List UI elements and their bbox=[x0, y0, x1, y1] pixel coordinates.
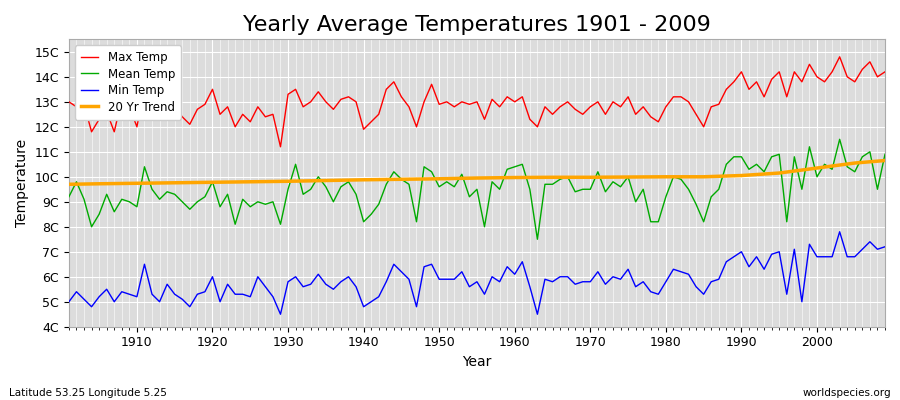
Title: Yearly Average Temperatures 1901 - 2009: Yearly Average Temperatures 1901 - 2009 bbox=[243, 15, 711, 35]
20 Yr Trend bbox=[879, 158, 890, 163]
Min Temp bbox=[64, 299, 75, 304]
20 Yr Trend bbox=[358, 177, 369, 182]
20 Yr Trend bbox=[94, 181, 104, 186]
20 Yr Trend bbox=[623, 175, 634, 180]
Legend: Max Temp, Mean Temp, Min Temp, 20 Yr Trend: Max Temp, Mean Temp, Min Temp, 20 Yr Tre… bbox=[75, 45, 181, 120]
Mean Temp bbox=[509, 164, 520, 169]
Min Temp bbox=[879, 244, 890, 249]
Max Temp bbox=[298, 104, 309, 109]
Mean Temp bbox=[532, 237, 543, 242]
Mean Temp bbox=[608, 179, 618, 184]
Max Temp bbox=[124, 104, 135, 109]
Line: Max Temp: Max Temp bbox=[69, 57, 885, 147]
20 Yr Trend bbox=[661, 174, 671, 179]
20 Yr Trend bbox=[812, 166, 823, 170]
Min Temp bbox=[124, 292, 135, 297]
20 Yr Trend bbox=[472, 176, 482, 180]
Mean Temp bbox=[64, 194, 75, 199]
20 Yr Trend bbox=[396, 177, 407, 182]
Max Temp bbox=[275, 144, 286, 149]
Max Temp bbox=[879, 70, 890, 74]
Min Temp bbox=[509, 272, 520, 277]
Line: Min Temp: Min Temp bbox=[69, 232, 885, 314]
Mean Temp bbox=[124, 199, 135, 204]
Min Temp bbox=[298, 284, 309, 289]
Text: worldspecies.org: worldspecies.org bbox=[803, 388, 891, 398]
Max Temp bbox=[517, 94, 527, 99]
20 Yr Trend bbox=[320, 178, 331, 183]
Mean Temp bbox=[336, 184, 346, 189]
20 Yr Trend bbox=[547, 175, 558, 180]
20 Yr Trend bbox=[64, 182, 75, 187]
Max Temp bbox=[608, 100, 618, 104]
20 Yr Trend bbox=[850, 161, 860, 166]
X-axis label: Year: Year bbox=[463, 355, 491, 369]
20 Yr Trend bbox=[131, 181, 142, 186]
Mean Temp bbox=[290, 162, 301, 167]
Line: Mean Temp: Mean Temp bbox=[69, 139, 885, 239]
Max Temp bbox=[64, 100, 75, 104]
Max Temp bbox=[343, 94, 354, 99]
20 Yr Trend bbox=[283, 179, 293, 184]
20 Yr Trend bbox=[509, 175, 520, 180]
20 Yr Trend bbox=[585, 175, 596, 180]
20 Yr Trend bbox=[774, 171, 785, 176]
Min Temp bbox=[343, 274, 354, 279]
Min Temp bbox=[608, 274, 618, 279]
20 Yr Trend bbox=[736, 173, 747, 178]
Max Temp bbox=[834, 54, 845, 59]
Line: 20 Yr Trend: 20 Yr Trend bbox=[69, 160, 885, 184]
Mean Temp bbox=[834, 137, 845, 142]
20 Yr Trend bbox=[434, 176, 445, 181]
Y-axis label: Temperature: Temperature bbox=[15, 139, 29, 227]
20 Yr Trend bbox=[169, 180, 180, 185]
Mean Temp bbox=[502, 167, 513, 172]
Max Temp bbox=[509, 100, 520, 104]
Min Temp bbox=[517, 259, 527, 264]
Min Temp bbox=[834, 229, 845, 234]
20 Yr Trend bbox=[698, 174, 709, 179]
20 Yr Trend bbox=[207, 180, 218, 185]
Mean Temp bbox=[879, 152, 890, 157]
Text: Latitude 53.25 Longitude 5.25: Latitude 53.25 Longitude 5.25 bbox=[9, 388, 166, 398]
Min Temp bbox=[275, 312, 286, 317]
20 Yr Trend bbox=[245, 179, 256, 184]
